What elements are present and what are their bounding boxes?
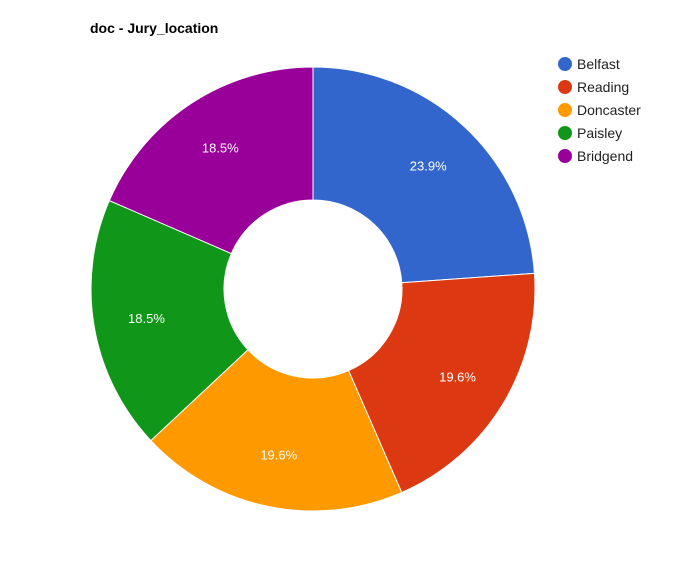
slice-labels-group: 23.9% 19.6% 19.6% 18.5% 18.5% — [128, 141, 476, 463]
legend-swatch — [558, 80, 572, 94]
slice-belfast[interactable] — [312, 66, 535, 284]
legend: Belfast Reading Doncaster Paisley Bridgend — [558, 56, 641, 164]
legend-label: Belfast — [577, 56, 620, 72]
slice-label-belfast: 23.9% — [410, 158, 447, 173]
legend-label: Paisley — [577, 125, 622, 141]
legend-label: Doncaster — [577, 102, 641, 118]
legend-item-paisley[interactable]: Paisley — [558, 125, 622, 141]
slices-group — [90, 66, 536, 512]
slice-reading[interactable] — [347, 272, 536, 494]
slice-paisley[interactable] — [90, 199, 249, 442]
legend-label: Reading — [577, 79, 629, 95]
legend-item-bridgend[interactable]: Bridgend — [558, 148, 633, 164]
legend-swatch — [558, 149, 572, 163]
legend-swatch — [558, 126, 572, 140]
legend-label: Bridgend — [577, 148, 633, 164]
slice-label-doncaster: 19.6% — [260, 447, 297, 462]
slice-label-paisley: 18.5% — [128, 311, 165, 326]
slice-doncaster[interactable] — [150, 349, 403, 512]
chart-title: doc - Jury_location — [90, 20, 218, 36]
legend-item-reading[interactable]: Reading — [558, 79, 629, 95]
legend-item-doncaster[interactable]: Doncaster — [558, 102, 641, 118]
slice-bridgend[interactable] — [108, 66, 314, 255]
slice-label-reading: 19.6% — [439, 370, 476, 385]
legend-swatch — [558, 103, 572, 117]
legend-item-belfast[interactable]: Belfast — [558, 56, 620, 72]
slice-label-bridgend: 18.5% — [202, 141, 239, 156]
legend-swatch — [558, 57, 572, 71]
